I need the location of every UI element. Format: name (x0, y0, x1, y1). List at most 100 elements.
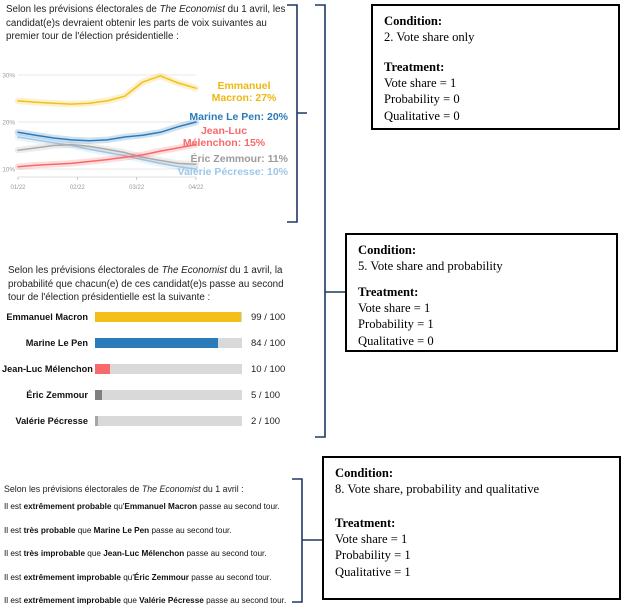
bar-value: 2 / 100 (251, 415, 281, 427)
series-line (17, 121, 197, 142)
treatment-line: Vote share = 1 (384, 76, 457, 91)
text-segment: Emmanuel Macron (124, 502, 198, 511)
y-tick-label: 20% (2, 119, 15, 126)
text-segment: Selon les prévisions électorales de (8, 265, 162, 276)
condition-heading: Condition: (335, 466, 394, 480)
series-line (17, 143, 197, 166)
chart-label-lepen: Marine Le Pen: 20% (189, 111, 288, 123)
probability-header: Selon les prévisions électorales de The … (8, 264, 294, 305)
treatment-line: Probability = 0 (384, 92, 460, 107)
bar-value: 84 / 100 (251, 337, 286, 349)
bar-row: Emmanuel Macron 99 / 100 (2, 304, 300, 330)
bar-row: Marine Le Pen 84 / 100 (2, 330, 300, 356)
text-segment: The Economist (159, 4, 225, 15)
condition-text: 2. Vote share only (384, 30, 475, 45)
qualitative-statement: Il est extrêmement improbable qu'Éric Ze… (4, 573, 316, 597)
y-tick-label: 30% (2, 72, 15, 79)
qualitative-header: Selon les prévisions électorales de The … (4, 483, 306, 495)
qualitative-statement: Il est extrêmement improbable que Valéri… (4, 596, 316, 606)
text-segment: passe au second tour. (197, 502, 280, 511)
candidate-name: Emmanuel Macron (6, 312, 88, 322)
chart-label-pecresse: Valérie Pécresse: 10% (177, 166, 288, 178)
text-segment: extrêmement improbable (23, 572, 121, 582)
condition-box-vote-share-probability: Condition: 5. Vote share and probability… (345, 233, 618, 352)
condition-box-all-treatments: Condition: 8. Vote share, probability an… (322, 456, 621, 600)
text-segment: passe au second tour. (149, 525, 232, 535)
bar-fill (95, 338, 219, 348)
chart-label-melenchon: Jean-Luc Mélenchon: 15% (182, 125, 266, 149)
condition-box-vote-share-only: Condition: 2. Vote share only Treatment:… (371, 4, 620, 130)
qualitative-statements: Il est extrêmement probable qu'Emmanuel … (4, 502, 316, 606)
text-segment: Selon les prévisions électorales de (6, 4, 160, 15)
series-line (17, 75, 197, 105)
text-segment: The Economist (161, 265, 227, 276)
text-segment: passe au second tour. (184, 549, 267, 559)
text-segment: du 1 avril : (200, 484, 244, 494)
text-segment: qu' (111, 502, 125, 511)
vote-share-line-chart: 10% 20% 30% 01/22 02/22 03/22 04/22 (2, 72, 204, 191)
treatment-line: Qualitative = 1 (335, 564, 411, 579)
x-tick-label: 02/22 (70, 185, 86, 191)
text-segment: que (75, 525, 94, 535)
candidate-name: Valérie Pécresse (15, 416, 88, 426)
probability-bar-chart: Emmanuel Macron 99 / 100 Marine Le Pen 84 /… (2, 304, 300, 434)
text-segment: Il est (4, 596, 24, 606)
text-segment: très improbable (23, 549, 86, 559)
candidate-name: Jean-Luc Mélenchon (2, 364, 93, 374)
text-segment: Éric Zemmour (133, 572, 189, 582)
bar-track (95, 416, 242, 426)
qualitative-statement: Il est très probable que Marine Le Pen p… (4, 526, 316, 550)
bar-value: 99 / 100 (251, 311, 286, 323)
treatment-heading: Treatment: (358, 284, 419, 299)
text-segment: Il est (4, 549, 24, 559)
chart-label-zemmour: Éric Zemmour: 11% (190, 153, 288, 165)
y-tick-label: 10% (2, 166, 15, 173)
bar-row: Éric Zemmour 5 / 100 (2, 382, 300, 408)
text-segment: très probable (23, 525, 76, 535)
condition-heading: Condition: (358, 243, 417, 257)
bracket-vote-share-probability (315, 4, 345, 438)
bar-fill (95, 364, 110, 374)
treatment-line: Qualitative = 0 (358, 333, 434, 348)
text-segment: Valérie Pécresse (139, 596, 204, 606)
text-segment: extrêmement probable (23, 502, 112, 511)
bar-fill (95, 312, 241, 322)
spacer (384, 46, 607, 59)
x-tick-label: 04/22 (188, 185, 204, 191)
bar-fill (95, 416, 98, 426)
candidate-name: Marine Le Pen (25, 338, 88, 348)
series-line (17, 143, 197, 168)
text-segment: extrêmement improbable (23, 596, 121, 606)
text-segment: Il est (4, 572, 24, 582)
text-segment: que (120, 596, 140, 606)
bar-fill (95, 390, 103, 400)
spacer (335, 498, 608, 515)
text-segment: du 1 avril, la probabilité que chacun(e)… (8, 265, 284, 304)
treatment-heading: Treatment: (384, 59, 445, 74)
text-segment: Selon les prévisions électorales de (4, 484, 142, 494)
text-segment: Il est (4, 502, 24, 511)
bar-row: Valérie Pécresse 2 / 100 (2, 408, 300, 434)
chart-label-macron: Emmanuel Macron: 27% (211, 80, 277, 104)
treatment-line: Vote share = 1 (358, 301, 431, 316)
x-tick-label: 03/22 (129, 185, 145, 191)
condition-text: 8. Vote share, probability and qualitati… (335, 482, 540, 497)
condition-text: 5. Vote share and probability (358, 259, 503, 274)
condition-heading: Condition: (384, 14, 443, 28)
series-line (17, 136, 197, 170)
treatment-line: Vote share = 1 (335, 532, 408, 547)
text-segment: Jean-Luc Mélenchon (103, 549, 185, 559)
x-tick-label: 01/22 (10, 185, 26, 191)
bar-row: Jean-Luc Mélenchon 10 / 100 (2, 356, 300, 382)
text-segment: que (85, 549, 104, 559)
bar-value: 5 / 100 (251, 389, 281, 401)
bar-track (95, 312, 242, 322)
treatment-line: Probability = 1 (358, 317, 434, 332)
text-segment: The Economist (141, 484, 201, 494)
text-segment: du 1 avril, les candidat(e)s devraient o… (6, 4, 286, 43)
text-segment: passe au second tour. (188, 572, 272, 582)
text-segment: Il est (4, 525, 24, 535)
qualitative-statement: Il est extrêmement probable qu'Emmanuel … (4, 502, 316, 526)
candidate-name: Éric Zemmour (26, 390, 88, 400)
